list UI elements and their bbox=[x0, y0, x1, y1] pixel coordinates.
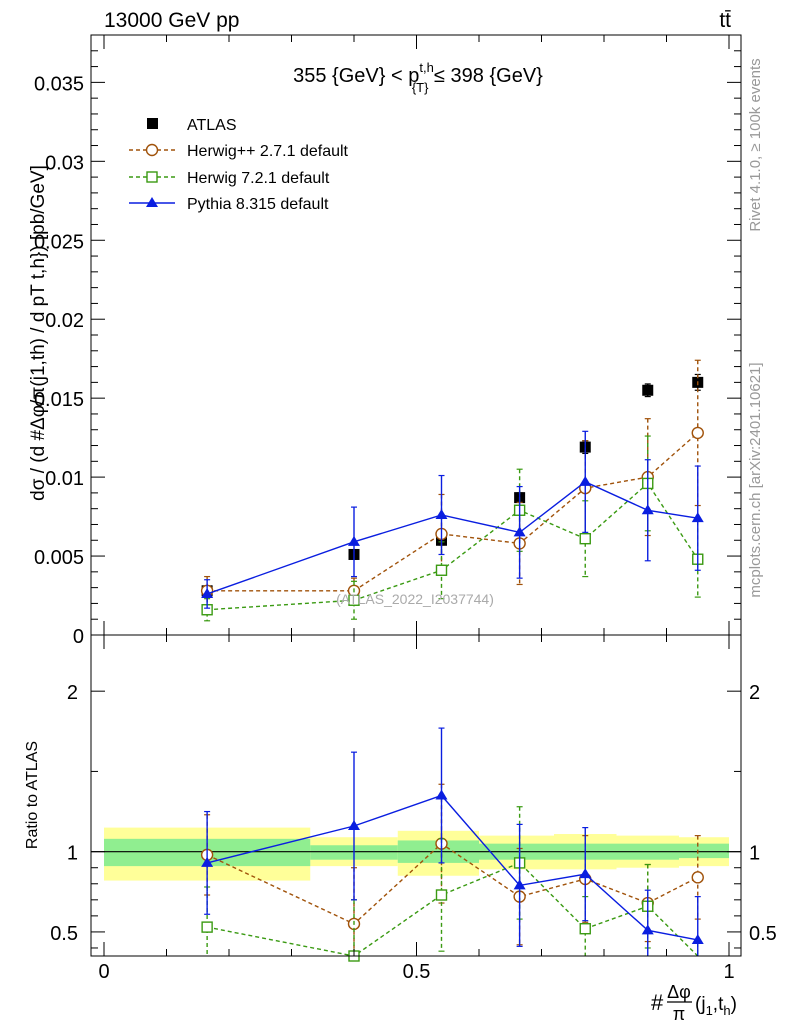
main-y-tick-label: 0 bbox=[73, 626, 84, 648]
legend-pythia-label: Pythia 8.315 default bbox=[187, 196, 329, 213]
ratio-plot-area bbox=[91, 727, 741, 962]
legend-entry-herwig7: Herwig 7.2.1 default bbox=[129, 170, 330, 187]
title-range-end: ≤ 398 {GeV} bbox=[428, 65, 543, 87]
ratio-y-tick-label-left: 2 bbox=[67, 682, 78, 704]
main-y-tick-label: 0.015 bbox=[34, 389, 84, 411]
ratio-point-pythia bbox=[435, 789, 448, 800]
main-y-tick-label: 0.03 bbox=[45, 152, 84, 174]
main-line-pythia bbox=[206, 481, 698, 595]
ratio-point-herwig7 bbox=[201, 921, 213, 933]
x-label-arg-close: ) bbox=[731, 994, 737, 1015]
main-point-pythia bbox=[513, 526, 526, 537]
legend-entry-atlas: ATLAS bbox=[147, 117, 237, 134]
ratio-series-pythia bbox=[201, 727, 704, 956]
main-y-tick-label: 0.025 bbox=[34, 231, 84, 253]
ratio-panel: 0.5 0.5 1 1 2 2 0 0.5 1 Ratio to ATLAS # Δφ π (j… bbox=[24, 634, 777, 1024]
main-y-tick-label: 0.035 bbox=[34, 73, 84, 95]
legend-atlas-marker bbox=[147, 118, 158, 129]
main-point-herwig7 bbox=[348, 594, 360, 606]
main-point-pythia bbox=[641, 504, 654, 515]
legend-entry-herwigpp: Herwig++ 2.7.1 default bbox=[129, 143, 349, 160]
legend: ATLAS Herwig++ 2.7.1 default Herwig 7.2.… bbox=[129, 117, 349, 213]
mcplots-source-label: mcplots.cern.ch [arXiv:2401.10621] bbox=[747, 362, 764, 597]
legend-herwigpp-label: Herwig++ 2.7.1 default bbox=[187, 143, 349, 160]
ratio-point-herwigpp bbox=[691, 871, 704, 884]
main-point-pythia bbox=[579, 475, 592, 486]
x-label-arg-sub2: h bbox=[723, 1003, 730, 1018]
legend-entry-pythia: Pythia 8.315 default bbox=[129, 196, 329, 213]
legend-herwigpp-marker bbox=[145, 143, 159, 157]
ratio-y-tick-label-right: 0.5 bbox=[749, 923, 777, 945]
x-label-numerator: Δφ bbox=[667, 982, 691, 1002]
ratio-y-tick-label-left: 0.5 bbox=[50, 923, 78, 945]
legend-atlas-label: ATLAS bbox=[187, 117, 237, 134]
ratio-point-herwig7 bbox=[435, 889, 448, 901]
x-label-argument: (j1,th) bbox=[695, 994, 737, 1018]
x-label-prefix: # bbox=[651, 990, 664, 1015]
main-point-pythia bbox=[348, 535, 360, 546]
main-y-tick-label: 0.005 bbox=[34, 547, 84, 569]
ratio-point-pythia bbox=[348, 819, 360, 830]
x-label-arg-sub1: 1 bbox=[706, 1003, 713, 1018]
rivet-version-label: Rivet 4.1.0, ≥ 100k events bbox=[747, 58, 764, 231]
main-point-pythia bbox=[201, 587, 214, 598]
ratio-band-inner bbox=[679, 843, 729, 859]
ratio-y-axis-label: Ratio to ATLAS bbox=[24, 741, 41, 849]
legend-herwig7-label: Herwig 7.2.1 default bbox=[187, 170, 330, 187]
main-point-atlas bbox=[642, 384, 654, 396]
title-superscript: t,h bbox=[419, 60, 433, 75]
ratio-x-tick-label: 0.5 bbox=[403, 961, 431, 983]
main-point-herwigpp bbox=[691, 426, 704, 440]
main-point-herwig7 bbox=[579, 532, 591, 545]
main-plot-area bbox=[200, 359, 704, 622]
ratio-point-pythia bbox=[579, 868, 592, 879]
main-y-axis-label: dσ / (d #Δφ/π(j1,th) / d pT t,h}) [pb/Ge… bbox=[28, 165, 49, 501]
header-process-label: tt̄ bbox=[719, 9, 731, 32]
ratio-y-tick-label-right: 1 bbox=[749, 843, 760, 865]
main-point-pythia bbox=[435, 509, 448, 519]
ratio-point-pythia bbox=[641, 924, 654, 935]
ratio-x-tick-label: 0 bbox=[98, 961, 109, 983]
x-label-arg-open: (j bbox=[695, 994, 706, 1015]
main-series-atlas bbox=[201, 373, 704, 597]
ratio-point-pythia bbox=[513, 879, 526, 890]
main-y-tick-label: 0.02 bbox=[45, 310, 84, 332]
ratio-axis-ticks: 0.5 0.5 1 1 2 2 0 0.5 1 bbox=[50, 635, 777, 983]
legend-pythia-marker bbox=[146, 197, 158, 207]
title-range-start: 355 {GeV} < p bbox=[293, 65, 419, 87]
main-point-herwig7 bbox=[435, 564, 448, 576]
legend-herwig7-marker bbox=[146, 171, 158, 183]
header-collision-label: 13000 GeV pp bbox=[104, 9, 239, 32]
ratio-point-herwig7 bbox=[579, 923, 591, 935]
main-axis-ticks: 0 0.005 0.01 0.015 0.02 0.025 0.03 0.035 bbox=[34, 35, 741, 648]
x-label-arg-mid: ,t bbox=[713, 994, 724, 1015]
ratio-x-tick-label: 1 bbox=[723, 961, 734, 983]
main-panel: 0 0.005 0.01 0.015 0.02 0.025 0.03 0.035 355 {G… bbox=[28, 34, 742, 648]
main-series-herwigpp bbox=[200, 359, 704, 606]
title-subscript: {T} bbox=[412, 80, 429, 95]
plot-title: 355 {GeV} < pt,h {T} ≤ 398 {GeV} bbox=[293, 60, 543, 95]
x-label-denominator: π bbox=[673, 1004, 685, 1024]
main-point-pythia bbox=[691, 512, 704, 523]
x-axis-label: # Δφ π (j1,th) bbox=[651, 982, 737, 1024]
main-y-tick-label: 0.01 bbox=[45, 468, 84, 490]
ratio-y-tick-label-left: 1 bbox=[67, 843, 78, 865]
analysis-watermark: (ATLAS_2022_I2037744) bbox=[336, 591, 494, 607]
ratio-y-tick-label-right: 2 bbox=[749, 682, 760, 704]
main-series-pythia bbox=[201, 430, 704, 609]
ratio-point-pythia bbox=[201, 856, 214, 867]
ratio-point-pythia bbox=[691, 933, 704, 944]
